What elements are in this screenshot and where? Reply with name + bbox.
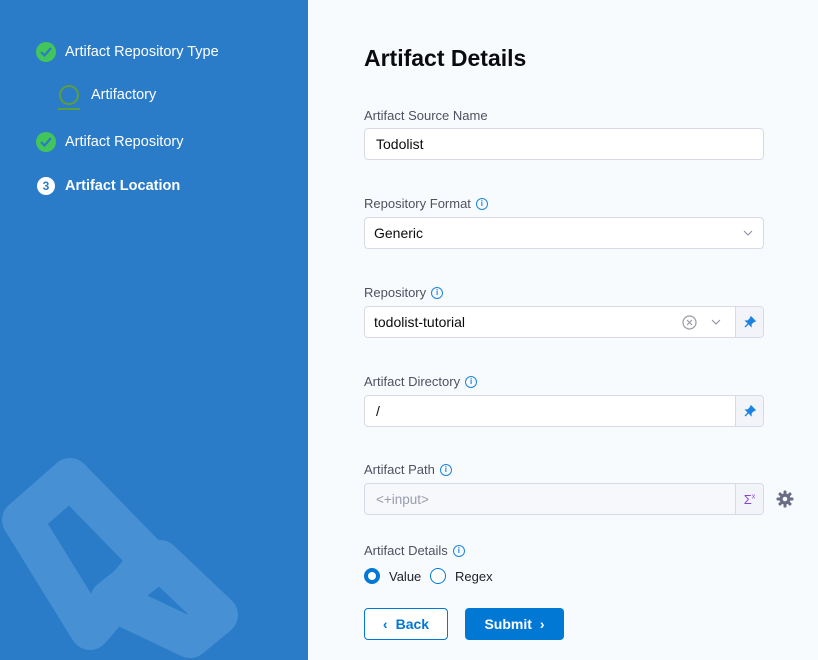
info-icon[interactable]: i	[439, 463, 452, 476]
step-artifactory[interactable]: Artifactory	[58, 85, 157, 110]
step-label: Artifactory	[91, 87, 157, 103]
path-label: Artifact Path i	[364, 462, 452, 477]
repository-select[interactable]: todolist-tutorial	[364, 306, 764, 338]
info-icon[interactable]: i	[465, 375, 478, 388]
wizard-sidebar: Artifact Repository Type Artifactory Art…	[0, 0, 308, 660]
repository-label: Repository i	[364, 285, 444, 300]
info-icon[interactable]: i	[431, 286, 444, 299]
step-label: Artifact Repository Type	[65, 44, 219, 60]
check-icon	[36, 42, 56, 62]
expression-button[interactable]: Σx	[735, 484, 763, 514]
source-name-input[interactable]: Todolist	[364, 128, 764, 160]
repository-format-select[interactable]: Generic	[364, 217, 764, 249]
gear-icon[interactable]	[776, 490, 794, 508]
directory-label: Artifact Directory i	[364, 374, 478, 389]
step-label: Artifact Repository	[65, 134, 184, 150]
chevron-down-icon	[743, 230, 753, 236]
chevron-left-icon: ‹	[382, 616, 388, 632]
path-input[interactable]: <+input> Σx	[364, 483, 764, 515]
pin-icon	[743, 405, 756, 417]
pin-icon	[743, 316, 756, 328]
radio-unchecked-icon	[430, 568, 446, 584]
step-artifact-repository[interactable]: Artifact Repository	[36, 132, 183, 152]
clear-icon[interactable]	[682, 314, 697, 330]
radio-value[interactable]: Value	[364, 568, 421, 584]
chevron-right-icon: ›	[539, 616, 545, 632]
source-name-label: Artifact Source Name	[364, 108, 488, 123]
info-icon[interactable]: i	[452, 544, 465, 557]
chevron-down-icon	[711, 319, 721, 325]
pin-button[interactable]	[735, 396, 763, 426]
directory-input[interactable]: /	[364, 395, 764, 427]
step-number-icon: 3	[37, 177, 55, 195]
page-title: Artifact Details	[364, 45, 527, 71]
radio-checked-icon	[364, 568, 380, 584]
pin-button[interactable]	[735, 307, 763, 337]
step-artifact-repository-type[interactable]: Artifact Repository Type	[36, 42, 219, 62]
sigma-icon: Σx	[743, 491, 756, 507]
radio-regex[interactable]: Regex	[430, 568, 493, 584]
repository-format-label: Repository Format i	[364, 196, 488, 211]
logo-watermark	[2, 458, 238, 658]
details-label: Artifact Details i	[364, 543, 465, 558]
check-icon	[36, 132, 56, 152]
back-button[interactable]: ‹ Back	[364, 608, 448, 640]
step-artifact-location[interactable]: 3 Artifact Location	[36, 177, 180, 195]
step-label: Artifact Location	[65, 178, 181, 194]
substep-circle-icon	[58, 85, 80, 110]
info-icon[interactable]: i	[475, 197, 488, 210]
submit-button[interactable]: Submit ›	[465, 608, 564, 640]
